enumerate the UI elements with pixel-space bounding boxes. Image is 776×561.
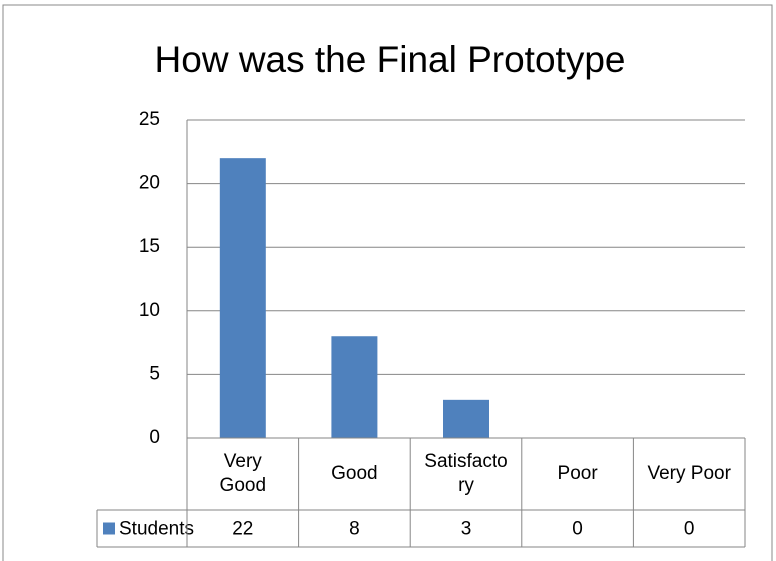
y-tick-label: 25 xyxy=(139,109,160,130)
legend-swatch xyxy=(103,522,115,535)
table-value: 0 xyxy=(572,519,583,540)
x-tick-label: Good xyxy=(331,463,378,484)
chart-title: How was the Final Prototype xyxy=(155,39,626,80)
x-tick-label: Satisfactory xyxy=(424,451,508,496)
bar xyxy=(331,336,378,438)
y-tick-label: 5 xyxy=(149,363,160,384)
table-value: 8 xyxy=(349,519,360,540)
table-value: 3 xyxy=(461,519,472,540)
x-tick-label: Poor xyxy=(557,463,598,484)
x-tick-label: Very Poor xyxy=(647,463,731,484)
y-tick-label: 20 xyxy=(139,173,160,194)
bar xyxy=(443,399,489,438)
y-tick-label: 0 xyxy=(149,427,160,448)
legend-label: Students xyxy=(119,519,194,540)
table-value: 22 xyxy=(232,519,253,540)
bar xyxy=(219,158,266,438)
y-tick-label: 15 xyxy=(139,236,160,257)
y-tick-label: 10 xyxy=(139,300,160,321)
chart-border xyxy=(2,4,773,561)
x-tick-label: Very Good xyxy=(219,451,267,496)
table-value: 0 xyxy=(684,519,695,540)
